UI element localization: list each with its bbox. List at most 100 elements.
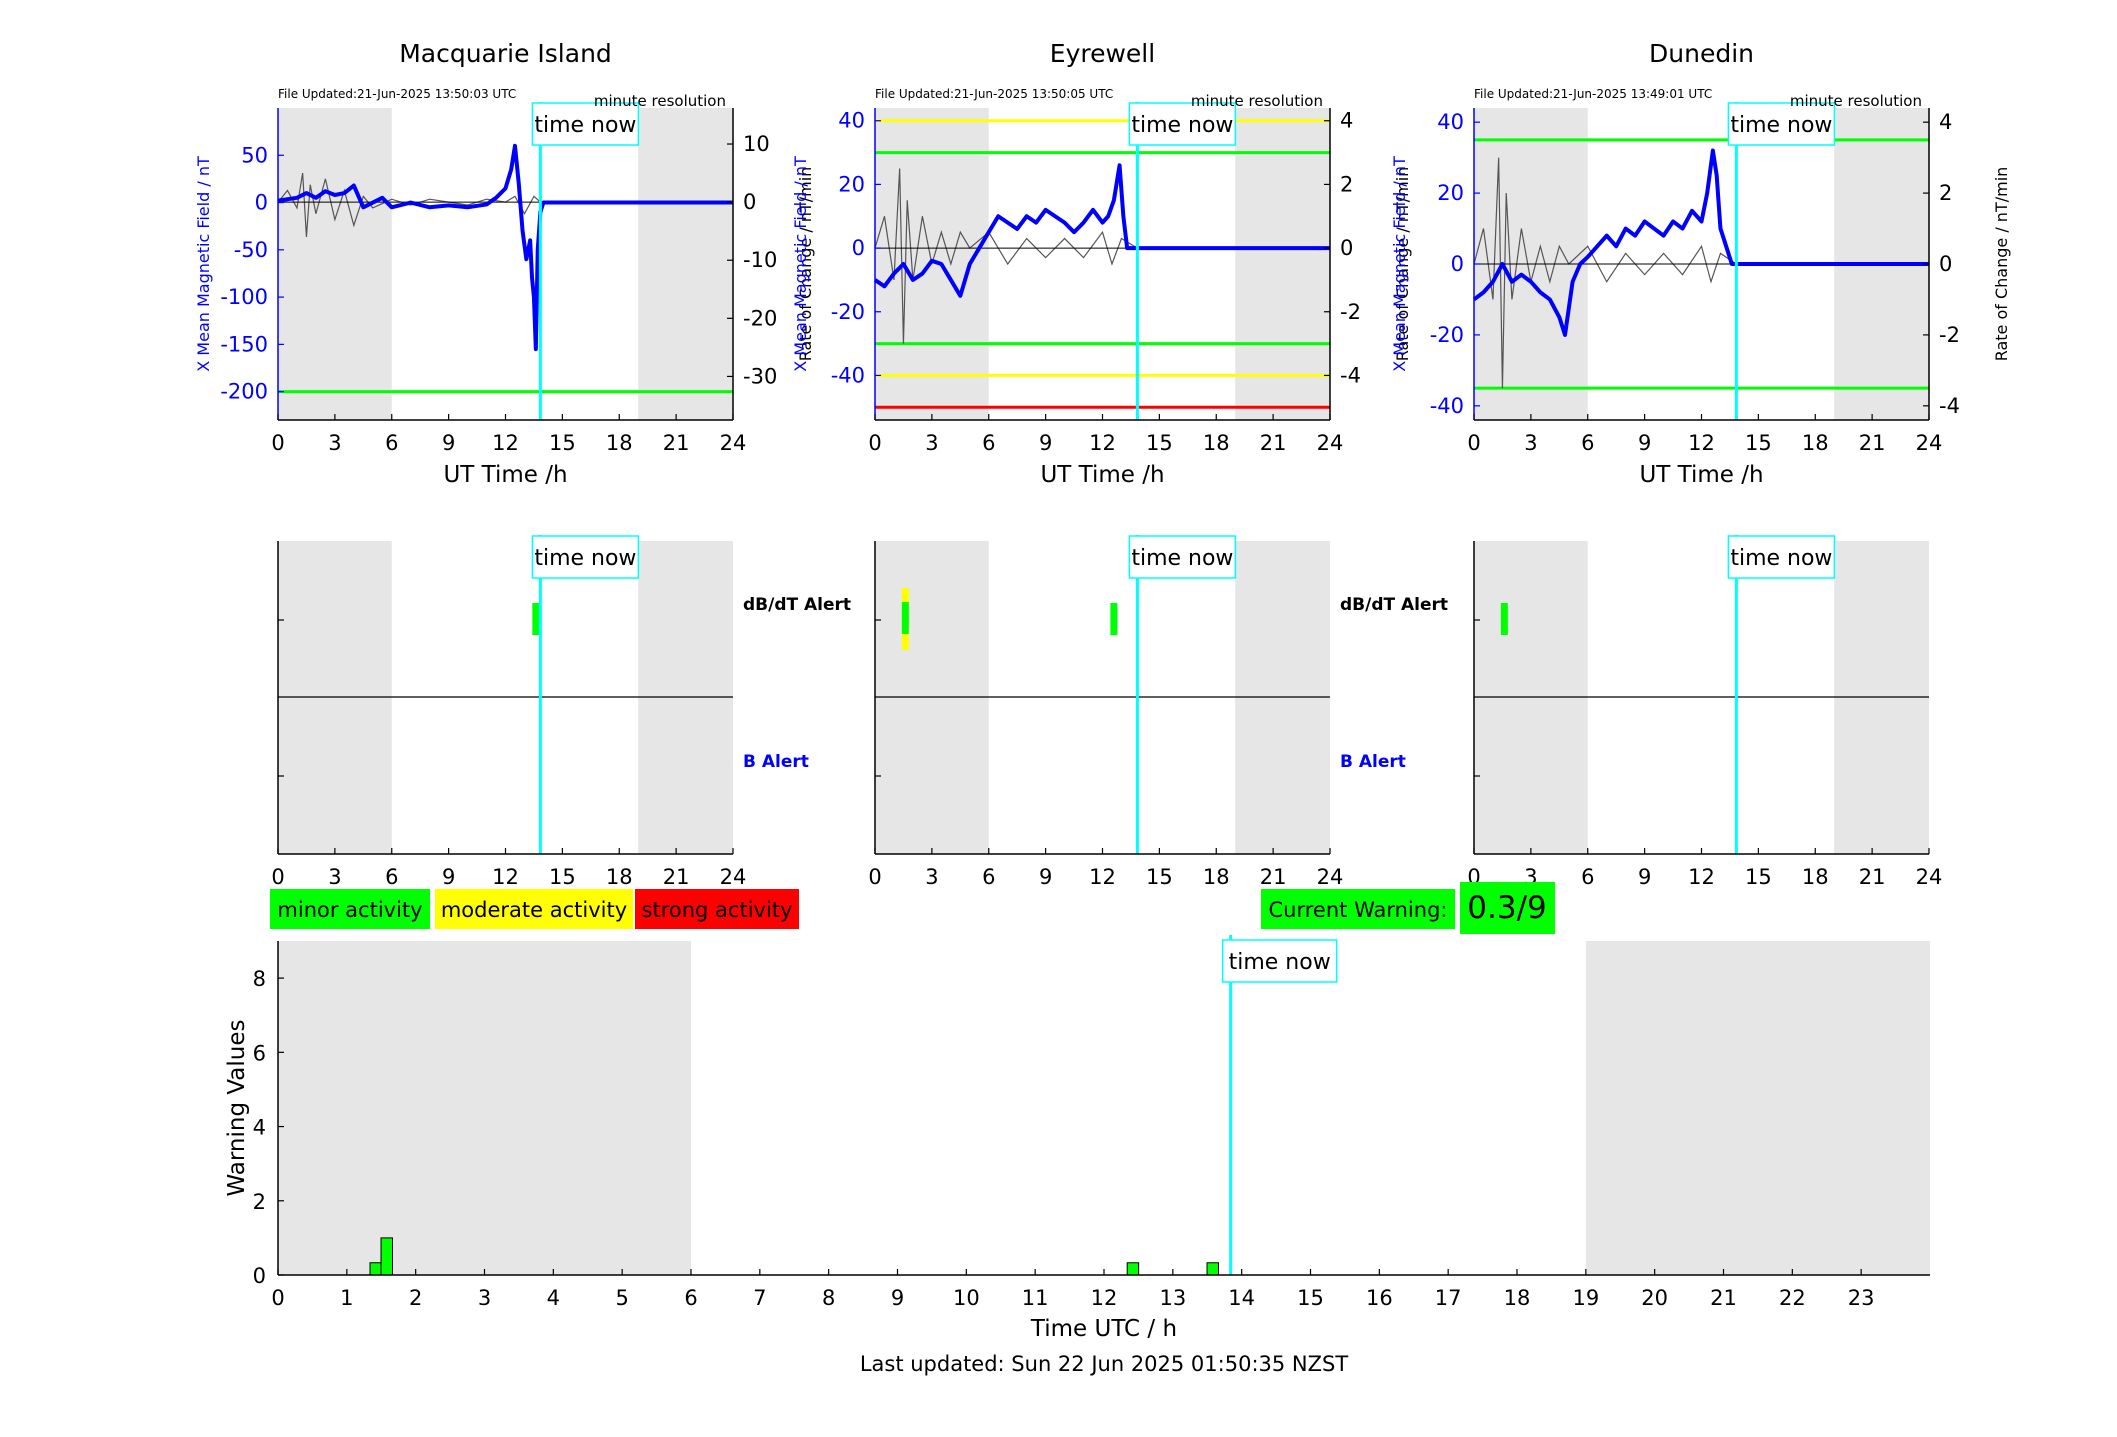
x-tick-label: 6 (684, 1286, 697, 1310)
y-tick-label: -200 (220, 380, 268, 404)
y-right-tick-label: -2 (1939, 323, 1960, 347)
x-axis-label: UT Time /h (1639, 462, 1763, 488)
x-tick-label: 21 (1859, 865, 1886, 889)
station-panel-0: Macquarie Island time now 0 3 6 9 12 15 18 21 24 50… (194, 39, 815, 488)
y-axis-label: X Mean Magnetic Field / nT (194, 156, 213, 372)
x-tick-label: 6 (385, 865, 398, 889)
x-tick-label: 24 (1317, 431, 1344, 455)
x-tick-label: 3 (1524, 431, 1537, 455)
time-now-label: time now (1131, 546, 1233, 571)
x-tick-label: 21 (1260, 431, 1287, 455)
x-tick-label: 20 (1641, 1286, 1668, 1310)
y-right-tick-label: -30 (743, 364, 777, 388)
x-tick-label: 12 (492, 865, 519, 889)
x-tick-label: 21 (1710, 1286, 1737, 1310)
x-tick-label: 18 (1203, 865, 1230, 889)
legend-strong-label: strong activity (642, 898, 793, 922)
x-tick-label: 24 (1916, 431, 1943, 455)
y-axis-label: Warning Values (224, 1019, 250, 1196)
current-warning-label: Current Warning: (1269, 898, 1448, 922)
time-now-box (1128, 102, 1237, 146)
y-tick-label: 0 (852, 236, 865, 260)
dbdt-alert-label: dB/dT Alert (743, 595, 851, 615)
x-tick-label: 9 (1638, 431, 1651, 455)
x-tick-label: 21 (1260, 865, 1287, 889)
b-alert-label: B Alert (1340, 752, 1406, 772)
x-tick-label: 12 (1091, 1286, 1118, 1310)
night-shade (278, 108, 392, 420)
current-warning-value-box (1460, 882, 1555, 934)
x-tick-label: 15 (1745, 431, 1772, 455)
x-tick-label: 3 (478, 1286, 491, 1310)
y-tick-label: 4 (253, 1116, 266, 1140)
warning-bar (1126, 1262, 1140, 1276)
y-tick-label: -150 (220, 332, 268, 356)
dbdt-alert-bar (1500, 603, 1508, 635)
current-warning: Current Warning: 0.3/9 (1261, 882, 1555, 934)
y-tick-label: 0 (1451, 252, 1464, 276)
night-shade (278, 941, 691, 1275)
x-tick-label: 12 (1688, 865, 1715, 889)
y-tick-label: 2 (253, 1190, 266, 1214)
y-tick-label: -40 (1430, 394, 1464, 418)
x-tick-label: 12 (1089, 431, 1116, 455)
x-tick-label: 18 (1504, 1286, 1531, 1310)
time-now-label: time now (534, 113, 636, 138)
x-tick-label: 6 (1581, 431, 1594, 455)
night-shade (1235, 108, 1330, 420)
y-right-tick-label: -2 (1340, 300, 1361, 324)
y-tick-label: 40 (1437, 110, 1464, 134)
warning-bar (380, 1237, 393, 1276)
y-right-tick-label: 2 (1340, 172, 1353, 196)
y-right-tick-label: -10 (743, 248, 777, 272)
night-shade (1585, 941, 1930, 1275)
resolution-label: minute resolution (1790, 92, 1922, 110)
time-now-box (1727, 102, 1836, 146)
mean-field-line (1472, 148, 1929, 337)
y-right-tick-label: -20 (743, 306, 777, 330)
y-right-tick-label: 0 (743, 190, 756, 214)
x-tick-label: 6 (982, 431, 995, 455)
x-tick-label: 24 (720, 865, 747, 889)
x-tick-label: 12 (1089, 865, 1116, 889)
x-tick-label: 15 (1146, 431, 1173, 455)
file-updated-label: File Updated:21-Jun-2025 13:50:03 UTC (278, 87, 516, 101)
dbdt-alert-label: dB/dT Alert (1340, 595, 1448, 615)
last-updated-label: Last updated: Sun 22 Jun 2025 01:50:35 N… (860, 1352, 1349, 1376)
x-tick-label: 24 (1317, 865, 1344, 889)
x-tick-label: 9 (442, 865, 455, 889)
night-shade (638, 108, 733, 420)
time-now-box (1221, 939, 1338, 983)
alert-panel-1: time now 0 3 6 9 12 15 18 21 24 dB/dT Alert B Alert (868, 535, 1448, 889)
x-tick-label: 9 (1039, 865, 1052, 889)
x-tick-label: 18 (1203, 431, 1230, 455)
rate-of-change-line (1473, 157, 1929, 389)
station-title: Eyrewell (1050, 39, 1155, 68)
x-tick-label: 11 (1022, 1286, 1049, 1310)
file-updated-label: File Updated:21-Jun-2025 13:50:05 UTC (875, 87, 1113, 101)
y-tick-label: 8 (253, 967, 266, 991)
x-tick-label: 1 (340, 1286, 353, 1310)
y-tick-label: 0 (255, 191, 268, 215)
y-tick-label: 50 (241, 143, 268, 167)
x-tick-label: 15 (549, 865, 576, 889)
y-right-tick-label: 4 (1939, 110, 1952, 134)
time-now-label: time now (1229, 950, 1331, 975)
y-tick-label: -50 (234, 238, 268, 262)
y-tick-label: 0 (253, 1264, 266, 1288)
x-tick-label: 9 (1039, 431, 1052, 455)
x-tick-label: 12 (1688, 431, 1715, 455)
x-tick-label: 24 (720, 431, 747, 455)
x-axis-label: UT Time /h (1040, 462, 1164, 488)
x-tick-label: 3 (328, 431, 341, 455)
x-tick-label: 9 (1638, 865, 1651, 889)
warning-bar (369, 1262, 382, 1276)
y-axis-label: X Mean Magnetic Field / nT (1390, 156, 1409, 372)
y-right-tick-label: 10 (743, 132, 770, 156)
x-tick-label: 24 (1916, 865, 1943, 889)
x-tick-label: 0 (271, 431, 284, 455)
x-tick-label: 14 (1228, 1286, 1255, 1310)
